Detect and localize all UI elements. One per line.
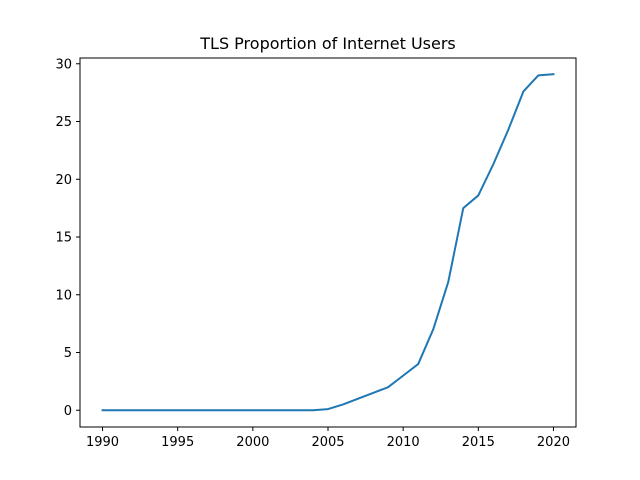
y-tick-label: 20 — [55, 173, 72, 188]
y-tick-label: 25 — [55, 115, 72, 130]
x-tick-label: 1995 — [161, 435, 194, 450]
x-axis: 1990 1995 2000 2005 2010 2015 2020 — [86, 427, 570, 450]
y-tick-label: 5 — [64, 346, 72, 361]
chart-title: TLS Proportion of Internet Users — [199, 34, 456, 53]
x-tick-label: 2005 — [311, 435, 344, 450]
x-tick-label: 2015 — [462, 435, 495, 450]
y-tick-label: 15 — [55, 231, 72, 246]
y-tick-label: 30 — [55, 57, 72, 72]
y-tick-label: 0 — [64, 404, 72, 419]
x-tick-label: 1990 — [86, 435, 119, 450]
y-axis: 0 5 10 15 20 25 30 — [55, 57, 80, 419]
plot-area — [101, 73, 555, 412]
y-tick-label: 10 — [55, 288, 72, 303]
series-line — [101, 73, 555, 412]
x-tick-label: 2000 — [236, 435, 269, 450]
x-tick-label: 2010 — [387, 435, 420, 450]
x-tick-label: 2020 — [537, 435, 570, 450]
